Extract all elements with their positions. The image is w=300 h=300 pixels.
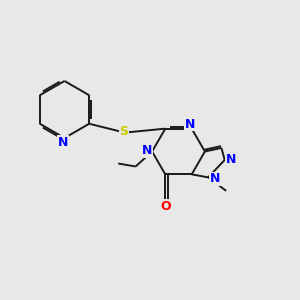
Text: O: O [160, 200, 171, 213]
Text: N: N [58, 136, 68, 149]
Text: N: N [226, 152, 236, 166]
Text: N: N [185, 118, 195, 130]
Text: N: N [210, 172, 220, 185]
Text: N: N [142, 144, 152, 158]
Text: S: S [119, 124, 128, 138]
